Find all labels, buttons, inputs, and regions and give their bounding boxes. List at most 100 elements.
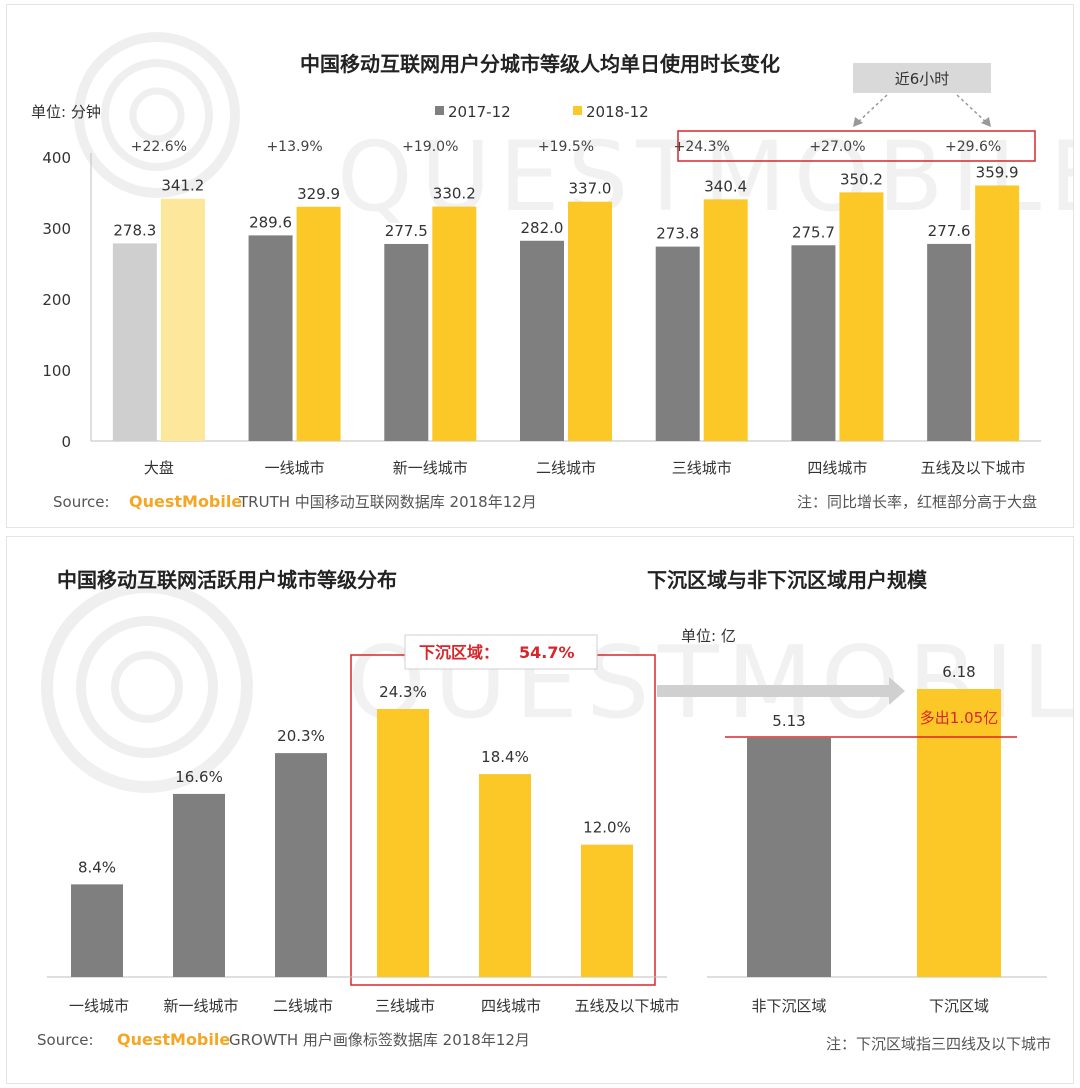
- sinking-region-tag-label: 下沉区域：: [419, 643, 499, 662]
- growth-label: +27.0%: [809, 139, 865, 155]
- callout-box: [853, 63, 991, 93]
- legend-label-2017: 2017-12: [448, 103, 511, 121]
- distribution-bar: [71, 884, 123, 977]
- legend-swatch-2018: [573, 106, 582, 115]
- callout-arrowhead-left: [853, 117, 863, 127]
- bar-2017-value-label: 273.8: [656, 225, 699, 243]
- x-category-label: 一线城市: [265, 459, 325, 477]
- x-category-label: 三线城市: [672, 459, 732, 477]
- distribution-bar-value-label: 20.3%: [277, 727, 325, 745]
- y-tick-label: 400: [42, 149, 71, 167]
- distribution-category-label: 四线城市: [481, 997, 541, 1015]
- callout-text: 近6小时: [895, 70, 950, 88]
- callout-arrow-right: [956, 94, 988, 124]
- bar-2018: [839, 192, 884, 441]
- callout-arrow-left: [856, 94, 888, 124]
- growth-label: +19.5%: [538, 139, 594, 155]
- bar-2017-value-label: 275.7: [792, 223, 835, 241]
- distribution-category-label: 三线城市: [375, 997, 435, 1015]
- bar-2017-value-label: 289.6: [249, 213, 292, 231]
- growth-label: +22.6%: [131, 139, 187, 155]
- growth-label: +19.0%: [402, 139, 458, 155]
- distribution-bar-value-label: 18.4%: [481, 748, 529, 766]
- scale-bar: [917, 689, 1001, 977]
- legend-label-2018: 2018-12: [586, 103, 649, 121]
- bar-2018: [568, 201, 612, 441]
- bar-2018-value-label: 340.4: [704, 177, 747, 195]
- bottom-left-bars: 8.4% 16.6% 20.3% 24.3% 18.4% 12.0% 一线城市 新一线城市 二线…: [47, 683, 680, 1015]
- sinking-region-tag-value: 54.7%: [519, 643, 575, 662]
- distribution-bar: [275, 753, 327, 977]
- bottom-right-note: 注：下沉区域指三四线及以下城市: [826, 1035, 1051, 1053]
- bar-2017: [927, 243, 972, 441]
- bar-2018: [975, 185, 1020, 441]
- bar-2018-value-label: 359.9: [976, 163, 1019, 181]
- distribution-bar: [173, 793, 225, 977]
- bar-2018: [296, 206, 341, 441]
- bottom-chart-panel: QUESTMOBILE 中国移动互联网活跃用户城市等级分布 下沉区域与非下沉区域…: [6, 536, 1080, 1084]
- bottom-chart-svg: QUESTMOBILE 中国移动互联网活跃用户城市等级分布 下沉区域与非下沉区域…: [37, 568, 1080, 1053]
- growth-label: +13.9%: [266, 139, 322, 155]
- bar-2017-value-label: 278.3: [113, 221, 156, 239]
- x-category-label: 四线城市: [807, 459, 867, 477]
- bar-2018: [160, 198, 205, 441]
- bottom-right-title: 下沉区域与非下沉区域用户规模: [647, 568, 928, 592]
- distribution-category-label: 五线及以下城市: [574, 997, 679, 1015]
- top-source-brand: QuestMobile: [129, 492, 242, 511]
- y-tick-label: 300: [42, 220, 71, 238]
- growth-label: +29.6%: [945, 139, 1001, 155]
- top-chart-svg: QUESTMOBILE 中国移动互联网用户分城市等级人均单日使用时长变化 单位:…: [31, 32, 1080, 511]
- bar-2017: [655, 246, 700, 441]
- bar-2017-value-label: 282.0: [521, 219, 564, 237]
- diff-label: 多出1.05亿: [920, 709, 998, 727]
- y-tick-label: 100: [42, 362, 71, 380]
- top-unit-label: 单位: 分钟: [31, 103, 101, 121]
- distribution-bar: [479, 774, 531, 977]
- bottom-source-text: GROWTH 用户画像标签数据库 2018年12月: [229, 1031, 530, 1049]
- watermark-logo-bottom: [41, 581, 253, 793]
- bar-2018-value-label: 350.2: [840, 170, 883, 188]
- top-chart-title: 中国移动互联网用户分城市等级人均单日使用时长变化: [300, 52, 780, 76]
- top-chart-panel: QUESTMOBILE 中国移动互联网用户分城市等级人均单日使用时长变化 单位:…: [6, 4, 1080, 528]
- bar-2017: [520, 240, 564, 441]
- bar-2018-value-label: 337.0: [569, 180, 612, 198]
- callout-arrowhead-right: [981, 117, 991, 127]
- top-bars: 278.3 341.2 +22.6% 大盘 289.6 329.9 +13.9% 一线城市 27…: [112, 139, 1026, 477]
- scale-category-label: 非下沉区域: [751, 997, 826, 1015]
- bar-2018: [432, 206, 477, 441]
- bottom-right-unit: 单位: 亿: [681, 627, 736, 645]
- scale-bar-value-label: 6.18: [942, 663, 975, 681]
- distribution-category-label: 二线城市: [273, 997, 333, 1015]
- distribution-category-label: 新一线城市: [163, 997, 238, 1015]
- distribution-category-label: 一线城市: [69, 997, 129, 1015]
- distribution-bar-value-label: 12.0%: [583, 819, 631, 837]
- top-source-text: TRUTH 中国移动互联网数据库 2018年12月: [238, 493, 537, 511]
- bar-2018-value-label: 330.2: [433, 185, 476, 203]
- bar-2017-value-label: 277.5: [385, 222, 428, 240]
- distribution-bar-value-label: 24.3%: [379, 683, 427, 701]
- growth-highlight-frame: [677, 130, 1036, 162]
- growth-label: +24.3%: [674, 139, 730, 155]
- bar-2017: [248, 235, 293, 441]
- bar-2017: [791, 245, 836, 441]
- x-category-label: 大盘: [144, 459, 174, 477]
- bottom-source-prefix: Source:: [37, 1031, 94, 1049]
- y-tick-label: 0: [61, 433, 71, 451]
- bar-2017: [384, 243, 429, 441]
- distribution-bar: [581, 844, 633, 977]
- y-tick-label: 200: [42, 291, 71, 309]
- top-note: 注：同比增长率，红框部分高于大盘: [797, 493, 1037, 511]
- watermark-logo: [74, 32, 240, 198]
- bar-2018: [703, 199, 748, 441]
- distribution-bar: [377, 709, 429, 977]
- bar-2018-value-label: 341.2: [161, 177, 204, 195]
- bar-2018-value-label: 329.9: [297, 185, 340, 203]
- transition-arrow-head: [889, 677, 905, 705]
- scale-bar: [747, 737, 831, 977]
- x-category-label: 五线及以下城市: [921, 459, 1026, 477]
- bar-2017-value-label: 277.6: [928, 222, 971, 240]
- bar-2017: [112, 243, 157, 441]
- scale-category-label: 下沉区域: [929, 997, 989, 1015]
- sinking-region-tag: [404, 634, 598, 670]
- bottom-left-title: 中国移动互联网活跃用户城市等级分布: [57, 568, 397, 592]
